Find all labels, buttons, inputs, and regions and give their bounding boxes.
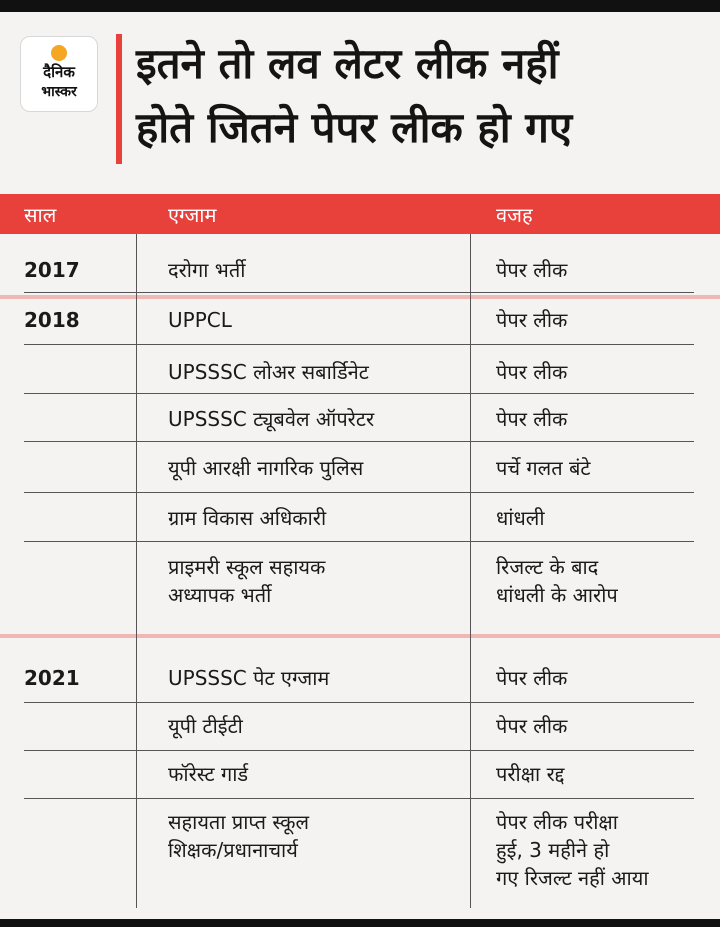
reason-line: गए रिजल्ट नहीं आया [496, 866, 649, 890]
exam-line: यूपी आरक्षी नागरिक पुलिस [168, 456, 364, 480]
table-row: UPSSSC ट्यूबवेल ऑपरेटर पेपर लीक [0, 405, 720, 445]
exam-cell: UPPCL [168, 306, 468, 334]
exam-line: UPPCL [168, 308, 232, 332]
reason-cell: परीक्षा रद्द [496, 760, 716, 788]
reason-line: पेपर लीक [496, 308, 568, 332]
row-divider [24, 393, 694, 394]
exam-line: UPSSSC लोअर सबार्डिनेट [168, 360, 369, 384]
reason-cell: पर्चे गलत बंटे [496, 454, 716, 482]
reason-cell: धांधली [496, 504, 716, 532]
table-row: 2021 UPSSSC पेट एग्जाम पेपर लीक [0, 664, 720, 704]
reason-line: परीक्षा रद्द [496, 762, 565, 786]
header-exam: एग्जाम [168, 203, 217, 227]
section-divider [0, 295, 720, 299]
table-row: सहायता प्राप्त स्कूल शिक्षक/प्रधानाचार्य प… [0, 808, 720, 908]
header-year: साल [24, 203, 57, 227]
exam-cell: यूपी टीईटी [168, 712, 468, 740]
logo-line1: दैनिक [43, 63, 75, 81]
reason-line: हुई, 3 महीने हो [496, 838, 610, 862]
exam-cell: दरोगा भर्ती [168, 256, 468, 284]
exam-line: UPSSSC पेट एग्जाम [168, 666, 330, 690]
dainik-bhaskar-logo: दैनिक भास्कर [20, 36, 98, 112]
reason-cell: पेपर लीक [496, 664, 716, 692]
exam-line: शिक्षक/प्रधानाचार्य [168, 838, 298, 862]
table-row: 2018 UPPCL पेपर लीक [0, 306, 720, 346]
reason-line: धांधली [496, 506, 545, 530]
exam-cell: UPSSSC ट्यूबवेल ऑपरेटर [168, 405, 468, 433]
exam-line: UPSSSC ट्यूबवेल ऑपरेटर [168, 407, 375, 431]
table-row: UPSSSC लोअर सबार्डिनेट पेपर लीक [0, 358, 720, 398]
year-cell: 2021 [24, 666, 80, 690]
exam-cell: UPSSSC पेट एग्जाम [168, 664, 468, 692]
exam-cell: फॉरेस्ट गार्ड [168, 760, 468, 788]
year-cell: 2018 [24, 308, 80, 332]
reason-cell: पेपर लीक [496, 256, 716, 284]
exam-line: दरोगा भर्ती [168, 258, 246, 282]
reason-line: पेपर लीक [496, 258, 568, 282]
table-row: यूपी टीईटी पेपर लीक [0, 712, 720, 752]
exam-line: ग्राम विकास अधिकारी [168, 506, 327, 530]
reason-cell: पेपर लीक [496, 358, 716, 386]
exam-cell: प्राइमरी स्कूल सहायक अध्यापक भर्ती [168, 553, 468, 609]
reason-line: पेपर लीक परीक्षा [496, 810, 618, 834]
logo-line2: भास्कर [41, 84, 77, 100]
reason-line: पेपर लीक [496, 360, 568, 384]
reason-line: रिजल्ट के बाद [496, 555, 599, 579]
top-border [0, 0, 720, 12]
exam-line: फॉरेस्ट गार्ड [168, 762, 249, 786]
table-row: यूपी आरक्षी नागरिक पुलिस पर्चे गलत बंटे [0, 454, 720, 494]
year-cell: 2017 [24, 258, 80, 282]
sun-icon [51, 45, 67, 61]
row-divider [24, 441, 694, 442]
reason-cell: पेपर लीक [496, 712, 716, 740]
exam-line: प्राइमरी स्कूल सहायक [168, 555, 326, 579]
bottom-border [0, 919, 720, 927]
table-row: फॉरेस्ट गार्ड परीक्षा रद्द [0, 760, 720, 800]
reason-line: धांधली के आरोप [496, 583, 618, 607]
reason-cell: पेपर लीक [496, 306, 716, 334]
exam-line: सहायता प्राप्त स्कूल [168, 810, 310, 834]
exam-cell: सहायता प्राप्त स्कूल शिक्षक/प्रधानाचार्य [168, 808, 468, 864]
headline-line2: होते जितने पेपर लीक हो गए [136, 103, 573, 152]
reason-cell: पेपर लीक परीक्षा हुई, 3 महीने हो गए रिजल्ट… [496, 808, 716, 892]
exam-cell: यूपी आरक्षी नागरिक पुलिस [168, 454, 468, 482]
row-divider [24, 492, 694, 493]
table-row: प्राइमरी स्कूल सहायक अध्यापक भर्ती रिजल्ट … [0, 553, 720, 625]
row-divider [24, 344, 694, 345]
row-divider [24, 292, 694, 293]
section-divider [0, 634, 720, 638]
column-divider [136, 234, 137, 908]
headline-accent-bar [116, 34, 122, 164]
exam-cell: UPSSSC लोअर सबार्डिनेट [168, 358, 468, 386]
reason-cell: पेपर लीक [496, 405, 716, 433]
reason-line: पेपर लीक [496, 666, 568, 690]
table-header: साल एग्जाम वजह [0, 194, 720, 234]
column-divider [470, 234, 471, 908]
exam-cell: ग्राम विकास अधिकारी [168, 504, 468, 532]
headline-line1: इतने तो लव लेटर लीक नहीं [136, 39, 559, 88]
table-row: 2017 दरोगा भर्ती पेपर लीक [0, 256, 720, 292]
reason-line: पर्चे गलत बंटे [496, 456, 591, 480]
row-divider [24, 541, 694, 542]
reason-cell: रिजल्ट के बाद धांधली के आरोप [496, 553, 716, 609]
row-divider [24, 750, 694, 751]
reason-line: पेपर लीक [496, 714, 568, 738]
exam-line: अध्यापक भर्ती [168, 583, 272, 607]
table-row: ग्राम विकास अधिकारी धांधली [0, 504, 720, 544]
page-title: इतने तो लव लेटर लीक नहीं होते जितने पेपर… [136, 32, 706, 160]
reason-line: पेपर लीक [496, 407, 568, 431]
row-divider [24, 798, 694, 799]
row-divider [24, 702, 694, 703]
exam-line: यूपी टीईटी [168, 714, 243, 738]
header-reason: वजह [496, 203, 533, 227]
